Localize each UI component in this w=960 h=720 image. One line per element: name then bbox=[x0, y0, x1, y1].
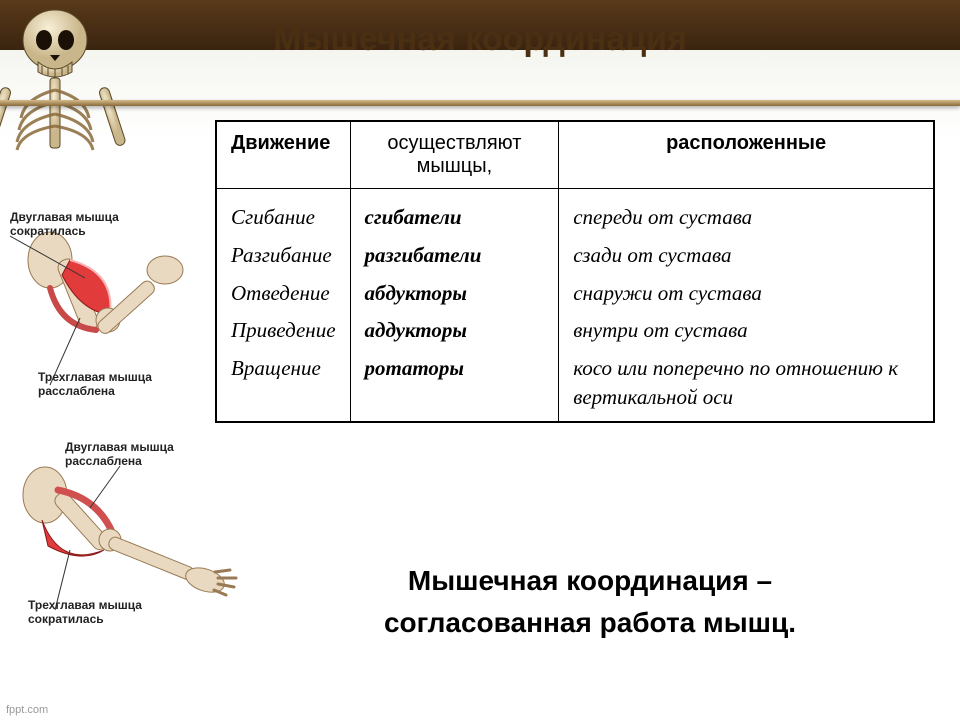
gold-divider bbox=[0, 100, 960, 106]
col-header-location: расположенные bbox=[559, 121, 934, 189]
col-header-movement: Движение bbox=[216, 121, 350, 189]
label-triceps-relaxed: Трехглавая мышца расслаблена bbox=[38, 370, 168, 398]
label-biceps-relaxed: Двуглавая мышца расслаблена bbox=[65, 440, 185, 468]
credit-text: fppt.com bbox=[6, 704, 48, 716]
label-biceps-contracted: Двуглавая мышца сократилась bbox=[10, 210, 120, 238]
cell-col1: Сгибание Разгибание Отведение Приведение… bbox=[216, 189, 350, 422]
arm-extended-diagram: Двуглавая мышца расслаблена bbox=[10, 440, 220, 640]
slide-title: Мышечная координация bbox=[0, 20, 960, 59]
label-triceps-contracted: Трехглавая мышца сократилась bbox=[28, 598, 158, 626]
col-header-muscles: осуществляют мышцы, bbox=[350, 121, 559, 189]
cell-col2: сгибатели разгибатели абдукторы аддуктор… bbox=[350, 189, 559, 422]
cell-col3: спереди от сустава сзади от сустава снар… bbox=[559, 189, 934, 422]
arm-flexed-diagram: Двуглавая мышца сократилась Трехглавая м… bbox=[10, 210, 220, 410]
definition-text: Мышечная координация – согласованная раб… bbox=[250, 560, 930, 644]
muscle-table: Движение осуществляют мышцы, расположенн… bbox=[215, 120, 935, 423]
